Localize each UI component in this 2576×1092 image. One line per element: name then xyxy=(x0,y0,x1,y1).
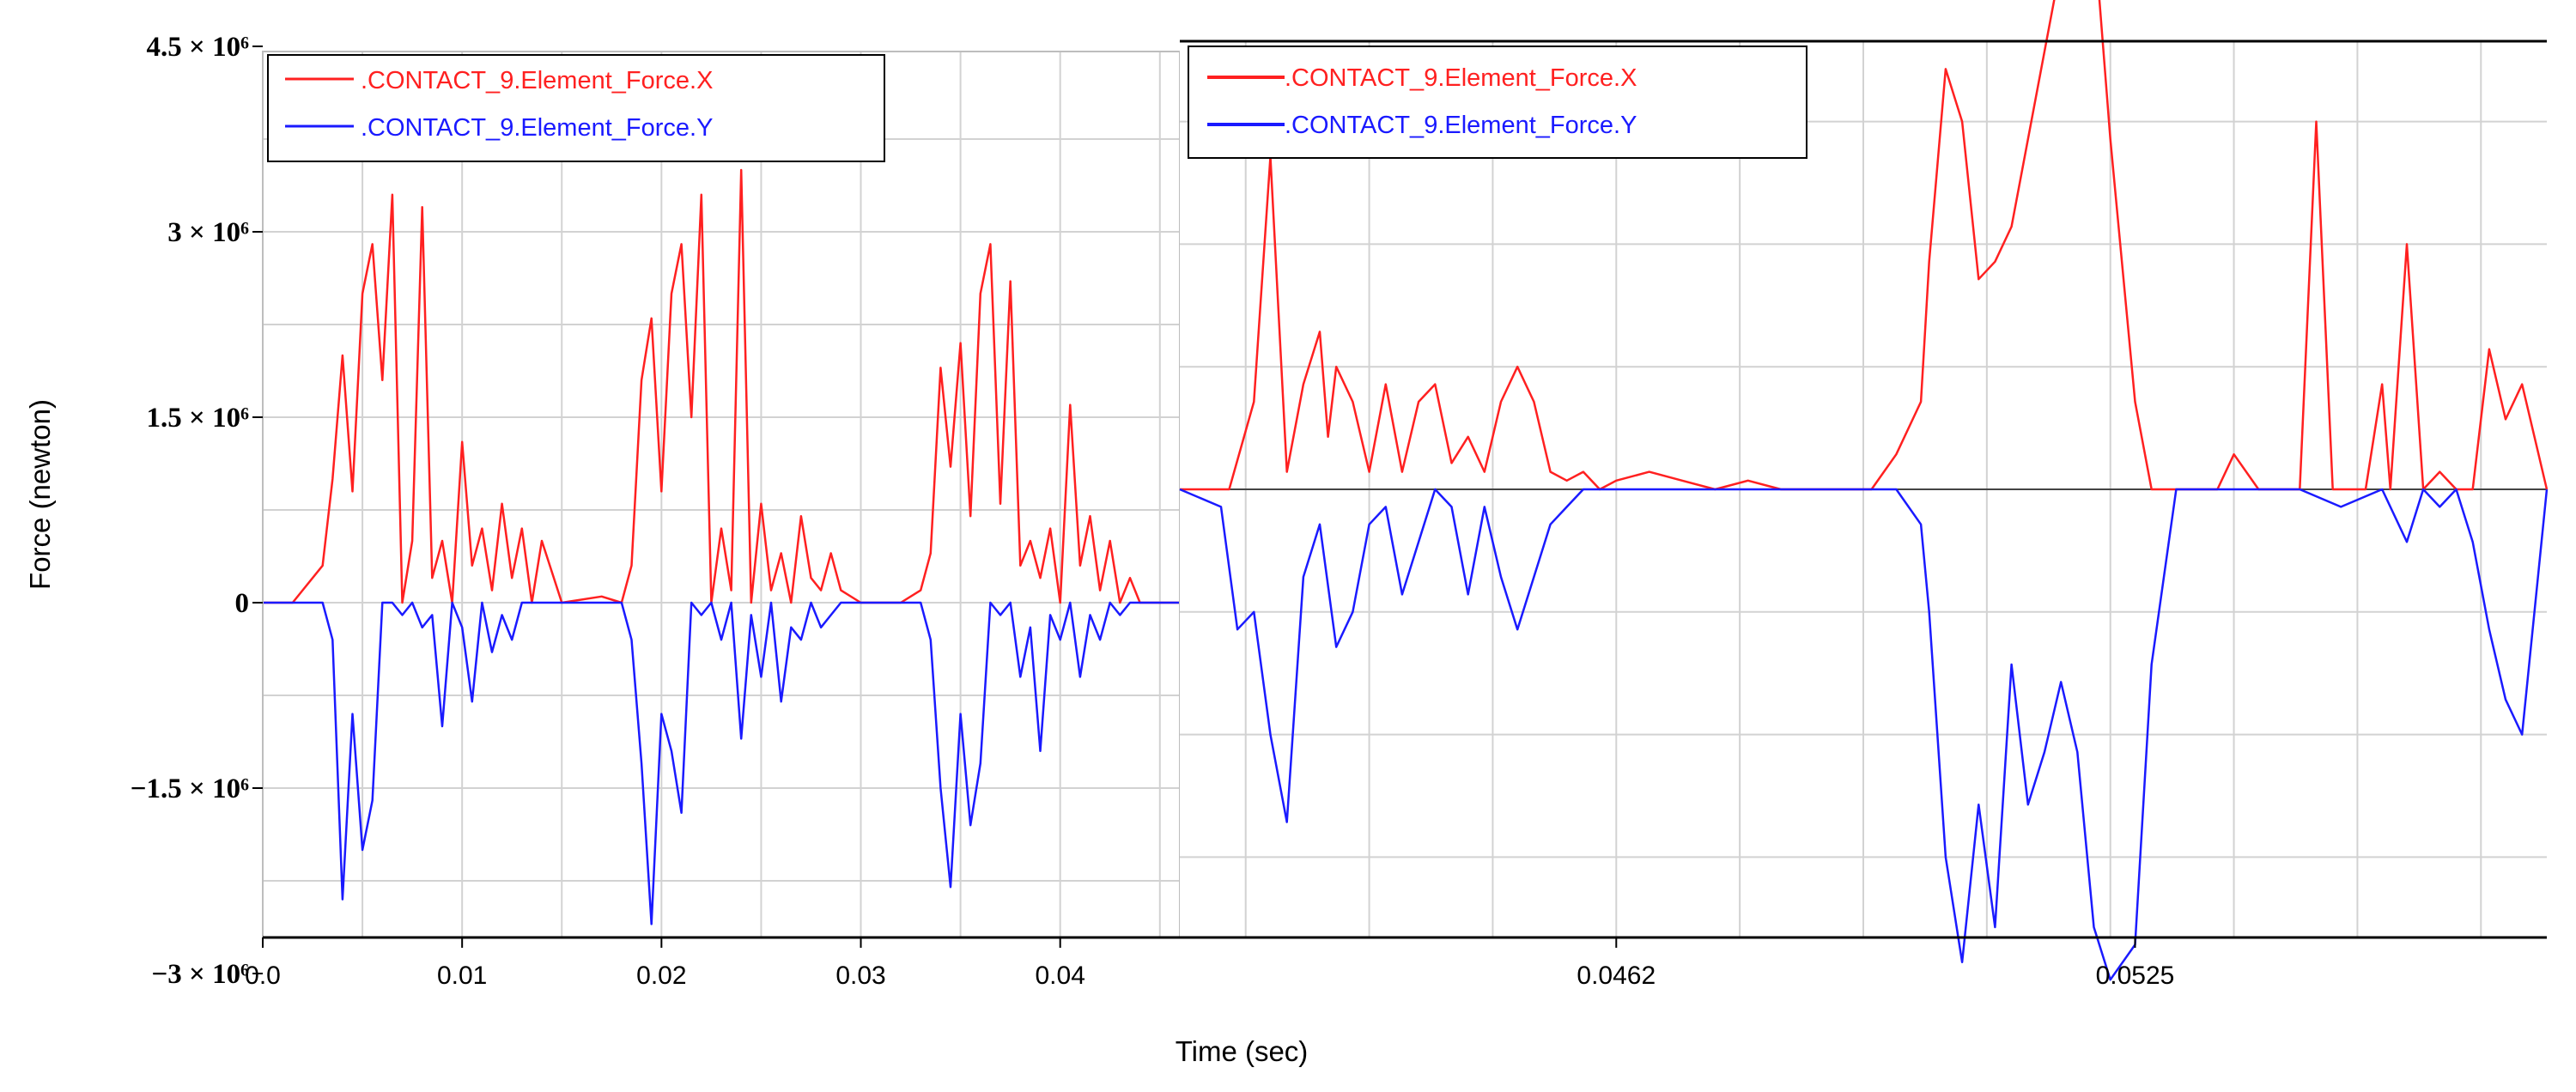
left-legend: .CONTACT_9.Element_Force.X .CONTACT_9.El… xyxy=(267,54,885,162)
y-axis-title: Force (newton) xyxy=(24,399,56,590)
y-tick-label-4-5-10: 4.5 × 10⁶ xyxy=(147,32,250,63)
x-axis-title: Time (sec) xyxy=(1176,1035,1309,1067)
left-series-line-x xyxy=(263,168,1180,604)
left-series xyxy=(263,168,1180,925)
y-tick-label-1-5-10: −1.5 × 10⁶ xyxy=(131,774,249,804)
legend-label-y: .CONTACT_9.Element_Force.Y xyxy=(361,114,713,142)
right-legend: .CONTACT_9.Element_Force.X .CONTACT_9.El… xyxy=(1188,46,1807,159)
right-series-line-x xyxy=(1180,0,2549,491)
legend-label-x: .CONTACT_9.Element_Force.X xyxy=(1285,64,1637,92)
right-series xyxy=(1179,0,2549,981)
left-plot-area xyxy=(263,52,1180,937)
y-tick-label-3-10: −3 × 10⁶ xyxy=(151,959,249,990)
left-grid xyxy=(263,52,1180,937)
x-tick-label-0-03: 0.03 xyxy=(835,962,885,990)
y-tick-label-0: 0 xyxy=(235,588,250,619)
legend-box xyxy=(267,54,885,162)
left-panel: 0.0 0.01 0.02 0.03 0.04 .CONTACT_9.Element_F… xyxy=(245,51,1181,990)
right-x-ticks: 0.0462 0.0525 xyxy=(1577,937,2174,990)
legend-label-x: .CONTACT_9.Element_Force.X xyxy=(361,67,713,94)
right-series-line-y xyxy=(1179,488,2549,981)
x-tick-label-0-04: 0.04 xyxy=(1036,962,1085,990)
x-tick-label-0-0: 0.0 xyxy=(245,962,281,990)
right-panel: 0.0462 0.0525 .CONTACT_9.Element_Force.X … xyxy=(1179,0,2549,990)
y-tick-label-1-5-10: 1.5 × 10⁶ xyxy=(147,403,250,434)
left-x-ticks: 0.0 0.01 0.02 0.03 0.04 xyxy=(245,937,1085,990)
x-tick-label-0-02: 0.02 xyxy=(636,962,686,990)
left-series-line-y xyxy=(263,601,1180,925)
legend-box xyxy=(1188,46,1807,159)
y-tick-label-3-10: 3 × 10⁶ xyxy=(167,217,249,248)
y-tick-labels: 4.5 × 10⁶ 3 × 10⁶ 1.5 × 10⁶ 0 −1.5 × 10⁶ −3 ×… xyxy=(131,32,263,990)
x-tick-label-0-0525: 0.0525 xyxy=(2096,962,2175,990)
x-tick-label-0-0462: 0.0462 xyxy=(1577,962,1656,990)
x-tick-label-0-01: 0.01 xyxy=(437,962,487,990)
legend-label-y: .CONTACT_9.Element_Force.Y xyxy=(1285,112,1637,139)
